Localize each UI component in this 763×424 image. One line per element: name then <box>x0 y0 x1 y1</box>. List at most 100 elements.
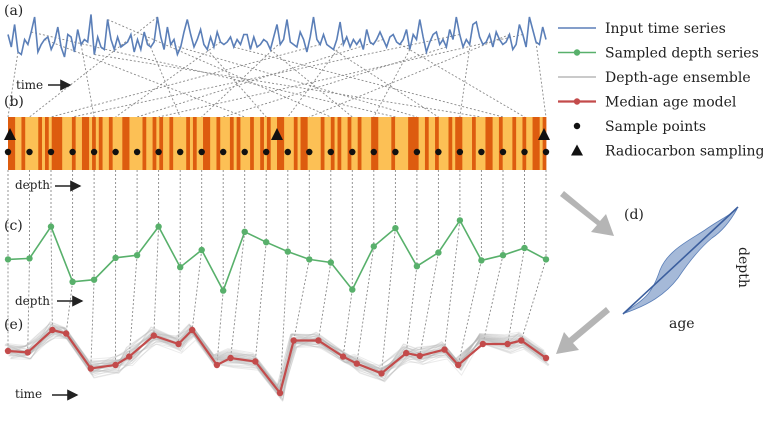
sample-point <box>241 148 248 156</box>
median-age-point <box>189 326 196 334</box>
sample-point <box>284 148 291 156</box>
connector-a-b <box>333 49 439 118</box>
core-layer <box>522 117 527 170</box>
core-layer <box>55 117 59 170</box>
ensemble-member <box>6 324 546 391</box>
core-layer <box>71 117 76 170</box>
ensemble-member <box>8 331 548 399</box>
core-layer <box>357 117 362 170</box>
age-model-line <box>622 206 739 315</box>
sample-point <box>370 148 377 156</box>
connector-a-b <box>50 44 321 118</box>
connector-a-b <box>7 51 19 118</box>
core-layer <box>125 117 130 170</box>
core-layer <box>92 117 96 170</box>
core-layer <box>122 117 127 170</box>
core-layer <box>169 117 174 170</box>
connector-c-e <box>216 290 224 366</box>
core-layer <box>266 117 271 170</box>
panel-b: (b) depth <box>4 94 550 192</box>
sample-point <box>177 148 184 156</box>
connector-a-b <box>201 39 284 118</box>
sample-point <box>69 148 76 156</box>
sampled-depth-point <box>47 223 55 230</box>
connector-c-e <box>90 279 95 369</box>
connector-a-b <box>233 46 504 118</box>
median-age-point <box>455 361 462 369</box>
sample-point <box>349 148 356 156</box>
sampled-depth-point <box>90 276 98 283</box>
connector-a-b <box>115 41 221 118</box>
ensemble-member <box>10 327 550 402</box>
sampled-depth-point <box>521 244 528 252</box>
legend-label: Radiocarbon sampling <box>605 144 763 160</box>
ensemble-member <box>10 323 549 397</box>
ensemble-member <box>10 326 550 397</box>
connector-c-e <box>457 260 482 366</box>
median-age-point <box>62 330 70 337</box>
core-layer <box>374 117 379 170</box>
sampled-depth-point <box>112 254 119 261</box>
core-layer <box>58 117 63 170</box>
sample-point <box>263 148 270 156</box>
median-age-point <box>126 353 133 360</box>
legend-swatch <box>571 144 583 156</box>
connector-a-b <box>206 49 267 118</box>
sampled-depth-series-line <box>7 218 547 293</box>
core-layer <box>260 117 264 170</box>
connector-a-b <box>373 49 411 118</box>
connector-a-b <box>535 41 547 118</box>
connector-a-b <box>143 31 181 118</box>
core-layer <box>206 117 211 170</box>
core-layer <box>455 117 459 170</box>
sample-point <box>133 148 141 156</box>
connector-c-e <box>50 226 53 331</box>
median-age-point <box>213 361 221 369</box>
radiocarbon-markers <box>4 128 550 140</box>
legend-label: Sampled depth series <box>605 46 759 62</box>
ensemble-member <box>10 322 550 397</box>
sampled-depth-point <box>26 255 33 262</box>
panel-a-axis-label: time <box>16 78 43 92</box>
sampled-depth-point <box>413 263 421 270</box>
core-layer <box>11 117 16 170</box>
median-age-point <box>24 349 31 356</box>
sampled-depth-point <box>392 225 399 232</box>
median-age-point <box>150 332 157 339</box>
core-layer <box>44 117 49 170</box>
core-layer <box>542 117 547 170</box>
core-layer <box>408 117 412 170</box>
core-layer <box>472 117 476 170</box>
ensemble-member <box>4 323 544 389</box>
core-layer <box>498 117 503 170</box>
depth-annotation: depth <box>735 247 751 288</box>
core-layer <box>186 117 190 170</box>
core-layer <box>330 117 335 170</box>
panel-b-label: (b) <box>4 94 24 110</box>
legend-swatch-dot <box>573 98 581 105</box>
core-layer <box>192 117 197 170</box>
radiocarbon-marker <box>271 128 283 140</box>
core-layer <box>152 117 157 170</box>
panel-a-label: (a) <box>4 3 23 19</box>
ensemble-member <box>8 329 547 399</box>
connector-a-b <box>136 39 384 118</box>
ensemble-member <box>7 323 546 390</box>
legend-swatch-dot <box>573 49 581 56</box>
legend-label: Sample points <box>605 119 706 135</box>
connector-a-b <box>223 46 447 118</box>
sampled-depth-point <box>478 257 485 264</box>
core-layer <box>424 117 429 170</box>
legend-item: Radiocarbon sampling <box>571 144 763 160</box>
panel-d-label: (d) <box>624 207 644 223</box>
core-layer <box>250 117 254 170</box>
connector-a-b <box>287 36 348 118</box>
radiocarbon-marker <box>538 128 550 140</box>
ensemble-member <box>8 329 547 400</box>
connector-c-e <box>65 281 74 334</box>
legend-item: Sampled depth series <box>558 46 759 62</box>
sample-point <box>413 148 421 156</box>
sampled-depth-point <box>456 217 464 224</box>
median-age-point <box>227 354 234 362</box>
sample-point <box>4 148 12 156</box>
